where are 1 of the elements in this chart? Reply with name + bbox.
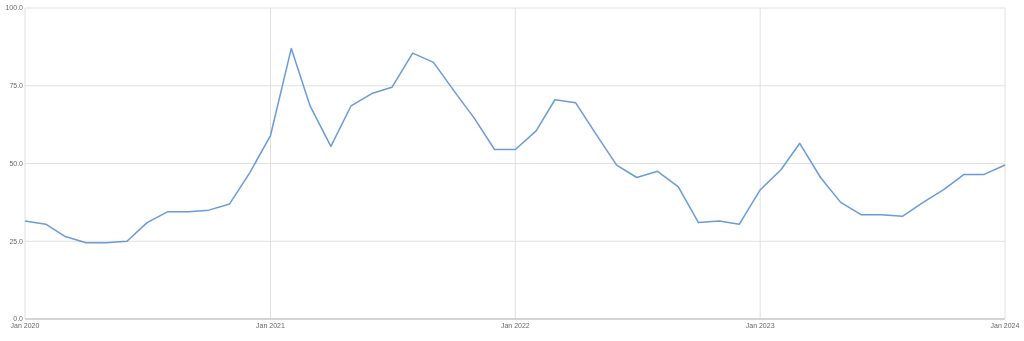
line-series [24, 47, 1006, 244]
